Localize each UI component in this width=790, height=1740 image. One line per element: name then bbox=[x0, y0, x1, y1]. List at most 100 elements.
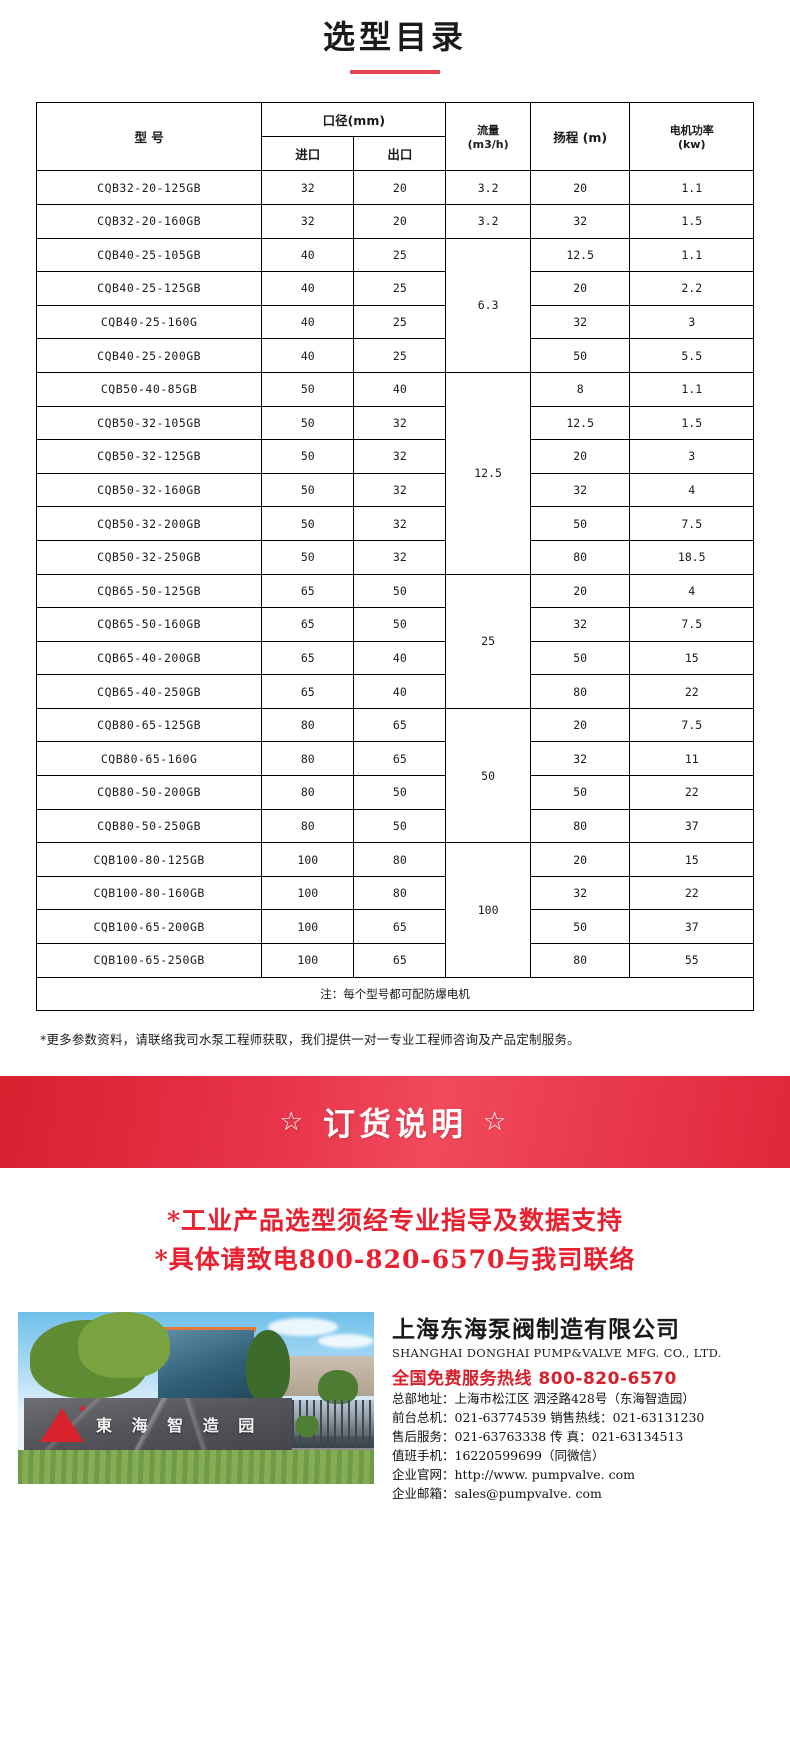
donghai-logo-icon bbox=[40, 1407, 84, 1442]
cell-outlet: 80 bbox=[353, 842, 447, 877]
tree-shape bbox=[246, 1329, 290, 1402]
cell-outlet: 32 bbox=[353, 506, 447, 541]
table-row: CQB40-25-105GB 40 25 6.3 12.5 1.1 bbox=[35, 237, 754, 373]
cell-model: CQB40-25-125GB bbox=[35, 271, 263, 306]
star-left-icon: ☆ bbox=[279, 1107, 307, 1138]
company-info: 上海东海泵阀制造有限公司 SHANGHAI DONGHAI PUMP&VALVE… bbox=[392, 1312, 780, 1504]
cell-inlet: 80 bbox=[261, 808, 355, 844]
cell-power: 15 bbox=[629, 842, 754, 877]
factory-gate-photo: 東 海 智 造 园 bbox=[18, 1311, 374, 1484]
cell-inlet: 50 bbox=[261, 539, 355, 575]
cell-inlet: 65 bbox=[261, 607, 355, 642]
cell-inlet: 50 bbox=[261, 439, 355, 474]
col-header-bore-group: 口径(mm) bbox=[261, 102, 447, 138]
cell-model: CQB65-40-200GB bbox=[35, 640, 263, 676]
slogan-line-1: *工业产品选型须经专业指导及数据支持 bbox=[166, 1206, 624, 1236]
cell-power: 1.5 bbox=[629, 405, 754, 441]
cell-inlet: 100 bbox=[261, 842, 355, 877]
company-name-en: SHANGHAI DONGHAI PUMP&VALVE MFG. CO., LT… bbox=[392, 1346, 722, 1361]
contact-switchboard: 前台总机：021-63774539 销售热线：021-63131230 bbox=[392, 1410, 705, 1426]
star-right-icon: ☆ bbox=[483, 1107, 511, 1138]
spec-table: 型 号 口径(mm) 流量 (m3/h) 扬程 (m) 电机功率 (kw) 进口… bbox=[35, 102, 754, 1012]
cell-model: CQB65-50-125GB bbox=[35, 573, 263, 609]
table-row: CQB32-20-125GB 32 20 3.2 20 1.1 bbox=[35, 170, 754, 205]
table-header-row-2: 进口 出口 bbox=[37, 136, 754, 172]
table-row: CQB80-50-250GB 80 50 80 37 bbox=[35, 808, 754, 844]
contact-website[interactable]: 企业官网：http://www. pumpvalve. com bbox=[392, 1467, 635, 1483]
cell-head: 32 bbox=[529, 607, 631, 642]
cell-model: CQB65-50-160GB bbox=[35, 607, 263, 642]
cell-model: CQB65-40-250GB bbox=[35, 674, 263, 709]
cell-head: 32 bbox=[529, 472, 631, 508]
cell-model: CQB40-25-160G bbox=[35, 304, 263, 340]
table-row: CQB80-65-160G 80 65 32 11 bbox=[35, 741, 754, 777]
cell-power: 1.1 bbox=[629, 371, 754, 407]
cell-outlet: 65 bbox=[353, 707, 447, 743]
cell-model: CQB50-40-85GB bbox=[35, 371, 263, 407]
cell-power: 7.5 bbox=[629, 707, 754, 743]
table-note-row: 注：每个型号都可配防爆电机 bbox=[36, 976, 754, 1012]
table-row: CQB100-65-250GB 100 65 80 55 bbox=[35, 943, 754, 978]
banner-inner: ☆ 订货说明 ☆ bbox=[280, 1099, 511, 1145]
table-row: CQB65-40-250GB 65 40 80 22 bbox=[35, 674, 754, 709]
cell-outlet: 50 bbox=[353, 775, 447, 810]
cell-outlet: 25 bbox=[353, 237, 447, 273]
cell-model: CQB32-20-125GB bbox=[35, 170, 263, 205]
cell-head: 50 bbox=[529, 506, 631, 541]
col-header-flow-line2: (m3/h) bbox=[467, 138, 509, 152]
building-roof bbox=[156, 1326, 256, 1332]
cell-inlet: 100 bbox=[261, 875, 355, 911]
col-header-outlet: 出口 bbox=[353, 136, 447, 172]
cell-inlet: 50 bbox=[261, 506, 355, 541]
cell-flow-group: 12.5 bbox=[445, 371, 531, 575]
tree-shape bbox=[78, 1311, 170, 1378]
slogan-block: *工业产品选型须经专业指导及数据支持 *具体请致电800-820-6570与我司… bbox=[0, 1168, 790, 1290]
contact-email[interactable]: 企业邮箱：sales@pumpvalve. com bbox=[392, 1486, 602, 1502]
cell-model: CQB100-80-160GB bbox=[35, 875, 263, 911]
table-row: CQB80-50-200GB 80 50 50 22 bbox=[35, 775, 754, 810]
cloud-shape bbox=[318, 1333, 374, 1348]
table-row: CQB32-20-160GB 32 20 3.2 32 1.5 bbox=[35, 203, 754, 239]
cell-power: 4 bbox=[629, 472, 754, 508]
cell-power: 4 bbox=[629, 573, 754, 609]
cell-head: 20 bbox=[529, 439, 631, 474]
cell-power: 55 bbox=[629, 943, 754, 978]
table-foot: 注：每个型号都可配防爆电机 bbox=[36, 976, 754, 1012]
cell-outlet: 50 bbox=[353, 607, 447, 642]
cell-head: 12.5 bbox=[529, 405, 631, 441]
table-row: CQB50-32-105GB 50 32 12.5 1.5 bbox=[35, 405, 754, 441]
cell-head: 20 bbox=[529, 842, 631, 877]
cell-power: 37 bbox=[629, 909, 754, 945]
table-row: CQB40-25-200GB 40 25 50 5.5 bbox=[35, 338, 754, 373]
cell-power: 5.5 bbox=[629, 338, 754, 373]
cell-outlet: 40 bbox=[353, 674, 447, 709]
cell-model: CQB40-25-200GB bbox=[35, 338, 263, 373]
cell-head: 32 bbox=[529, 203, 631, 239]
col-header-power-line2: (kw) bbox=[677, 138, 706, 152]
cell-model: CQB50-32-105GB bbox=[35, 405, 263, 441]
cell-inlet: 80 bbox=[261, 775, 355, 810]
cell-inlet: 50 bbox=[261, 472, 355, 508]
table-row: CQB50-32-125GB 50 32 20 3 bbox=[35, 439, 754, 474]
cell-model: CQB80-50-250GB bbox=[35, 808, 263, 844]
cell-power: 3 bbox=[629, 439, 754, 474]
cell-head: 8 bbox=[529, 371, 631, 407]
title-underline-rule bbox=[350, 70, 440, 75]
cell-power: 1.5 bbox=[629, 203, 754, 239]
potted-plant bbox=[294, 1415, 320, 1440]
cell-inlet: 32 bbox=[261, 170, 355, 205]
table-row: CQB65-50-160GB 65 50 32 7.5 bbox=[35, 607, 754, 642]
cell-outlet: 25 bbox=[353, 271, 447, 306]
cell-head: 80 bbox=[529, 674, 631, 709]
cell-outlet: 65 bbox=[353, 741, 447, 777]
cell-head: 32 bbox=[529, 304, 631, 340]
table-head: 型 号 口径(mm) 流量 (m3/h) 扬程 (m) 电机功率 (kw) 进口… bbox=[35, 102, 754, 172]
cell-flow-group: 6.3 bbox=[445, 237, 531, 373]
cell-outlet: 20 bbox=[353, 170, 447, 205]
cell-head: 80 bbox=[529, 539, 631, 575]
cell-inlet: 50 bbox=[261, 405, 355, 441]
cell-outlet: 40 bbox=[353, 640, 447, 676]
cell-model: CQB40-25-105GB bbox=[35, 237, 263, 273]
cell-model: CQB80-65-160G bbox=[35, 741, 263, 777]
cell-power: 3 bbox=[629, 304, 754, 340]
